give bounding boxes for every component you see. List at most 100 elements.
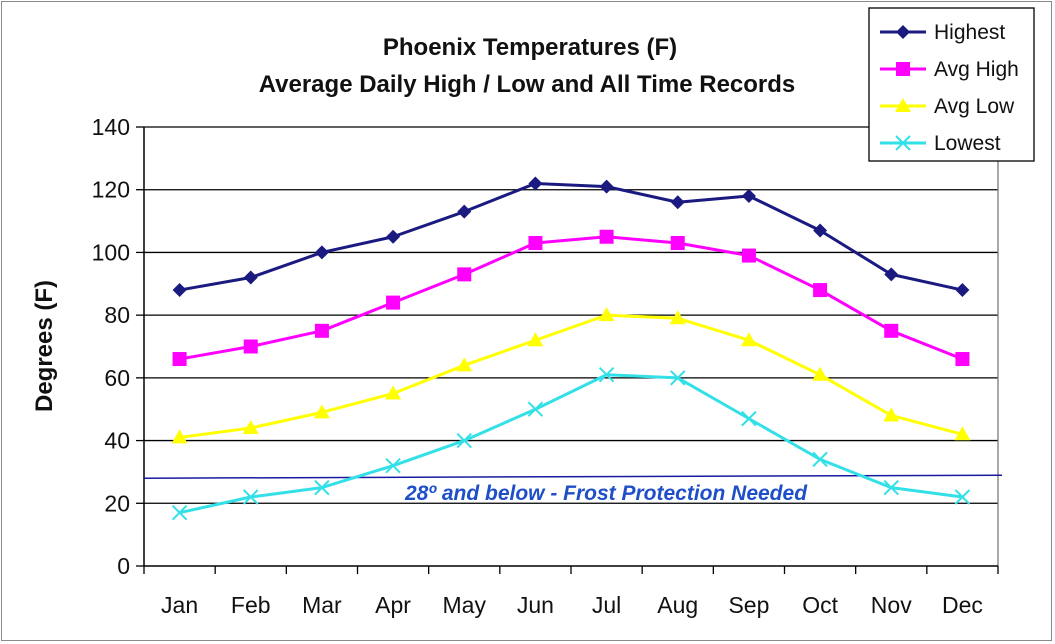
- axes: [136, 126, 999, 574]
- point-highest-aug: [670, 195, 685, 210]
- point-lowest-oct-b: [812, 451, 828, 468]
- y-tick-label-120: 120: [92, 177, 130, 203]
- point-highest-mar: [314, 245, 329, 260]
- legend-label-highest: Highest: [934, 21, 1005, 44]
- point-lowest-dec-b: [954, 489, 971, 505]
- point-lowest-dec: [954, 489, 971, 505]
- point-highest-may: [457, 204, 472, 219]
- point-highest-jul: [599, 179, 614, 194]
- point-avg-high-apr: [386, 295, 401, 310]
- frost-threshold-line: [143, 474, 1003, 479]
- x-tick-label-jul: Jul: [592, 592, 621, 618]
- x-tick-label-jun: Jun: [517, 592, 554, 618]
- point-highest-jun: [528, 176, 543, 191]
- series-avg-high: [172, 229, 970, 367]
- point-lowest-oct: [812, 451, 828, 468]
- point-lowest-mar: [314, 479, 330, 496]
- point-lowest-jul: [598, 367, 615, 383]
- point-avg-high-may: [457, 267, 472, 282]
- point-avg-low-jun: [527, 332, 544, 347]
- y-tick-label-40: 40: [104, 428, 130, 454]
- point-highest-apr: [386, 229, 401, 244]
- point-highest-dec: [955, 283, 970, 298]
- point-lowest-may: [456, 432, 472, 449]
- point-avg-high-sep: [741, 248, 756, 263]
- point-avg-high-dec: [955, 352, 970, 367]
- series-line-avg-low: [179, 313, 963, 439]
- point-lowest-jan: [171, 504, 188, 521]
- point-avg-low-jan: [171, 429, 188, 444]
- point-highest-oct: [813, 223, 828, 238]
- point-highest-sep: [741, 188, 756, 203]
- point-avg-low-may: [456, 357, 473, 372]
- series-line-lowest: [179, 373, 963, 515]
- series-avg-low: [171, 307, 971, 444]
- point-lowest-feb: [243, 489, 259, 505]
- point-lowest-sep-b: [741, 410, 757, 427]
- tick-labels: 0 20 40 60 80 100 120 140 Jan Feb Mar Apr May Jun Jul A…: [92, 114, 983, 618]
- x-tick-label-dec: Dec: [942, 592, 983, 618]
- legend-label-lowest: Lowest: [934, 132, 1001, 155]
- point-avg-high-jan: [172, 352, 187, 367]
- point-lowest-jan-b: [171, 504, 188, 521]
- frost-annotation-text: 28º and below - Frost Protection Needed: [404, 482, 808, 505]
- point-avg-low-feb: [242, 420, 259, 435]
- y-tick-label-0: 0: [117, 553, 130, 579]
- x-tick-label-mar: Mar: [302, 592, 342, 618]
- point-lowest-apr-b: [385, 457, 401, 474]
- x-tick-label-may: May: [443, 592, 487, 618]
- point-avg-low-jul: [598, 307, 615, 322]
- point-lowest-jun-b: [527, 401, 544, 417]
- x-tick-label-oct: Oct: [802, 592, 838, 618]
- point-avg-high-jul: [599, 229, 614, 244]
- legend-marker-avg-low: [895, 98, 911, 112]
- y-axis-label: Degrees (F): [31, 280, 58, 412]
- point-avg-low-sep: [740, 332, 757, 347]
- chart-subtitle: Average Daily High / Low and All Time Re…: [259, 71, 796, 98]
- point-lowest-nov-b: [883, 479, 899, 496]
- chart-title: Phoenix Temperatures (F): [383, 34, 677, 61]
- y-tick-label-20: 20: [104, 490, 130, 516]
- point-avg-low-mar: [313, 404, 330, 419]
- point-lowest-may-b: [456, 432, 472, 449]
- point-lowest-apr: [385, 457, 401, 474]
- series-line-avg-high: [179, 235, 963, 361]
- point-lowest-feb-b: [243, 489, 259, 505]
- point-avg-high-aug: [670, 236, 685, 251]
- x-tick-label-jan: Jan: [161, 592, 198, 618]
- y-tick-label-100: 100: [92, 239, 130, 265]
- point-avg-high-nov: [884, 323, 899, 338]
- legend-label-avg-low: Avg Low: [934, 95, 1015, 118]
- x-tick-label-sep: Sep: [728, 592, 769, 618]
- point-avg-low-aug: [669, 310, 686, 325]
- x-tick-label-feb: Feb: [231, 592, 271, 618]
- point-avg-low-dec: [954, 426, 971, 441]
- x-tick-label-nov: Nov: [871, 592, 912, 618]
- legend: Highest Avg High Avg Low Lowest: [868, 7, 1035, 162]
- point-lowest-mar-b: [314, 479, 330, 496]
- series-line-highest: [179, 181, 963, 292]
- point-avg-low-oct: [812, 366, 829, 381]
- point-lowest-jul-b: [598, 367, 615, 383]
- y-tick-label-80: 80: [104, 302, 130, 328]
- series-highest: [172, 176, 970, 298]
- point-highest-nov: [884, 267, 899, 282]
- point-highest-feb: [243, 270, 258, 285]
- x-tick-label-apr: Apr: [375, 592, 411, 618]
- legend-marker-lowest-b: [895, 135, 911, 151]
- series-lowest: [171, 367, 971, 521]
- legend-marker-avg-high: [896, 62, 910, 76]
- legend-marker-highest: [896, 25, 910, 39]
- point-lowest-aug-b: [670, 370, 686, 386]
- point-lowest-aug: [670, 370, 686, 386]
- point-highest-jan: [172, 283, 187, 298]
- point-lowest-nov: [883, 479, 899, 496]
- point-avg-high-jun: [528, 236, 543, 251]
- point-lowest-jun: [527, 401, 544, 417]
- series-lines: [171, 176, 971, 521]
- point-lowest-sep: [741, 410, 757, 427]
- point-avg-high-feb: [243, 339, 258, 354]
- y-tick-label-60: 60: [104, 365, 130, 391]
- point-avg-low-nov: [883, 407, 900, 422]
